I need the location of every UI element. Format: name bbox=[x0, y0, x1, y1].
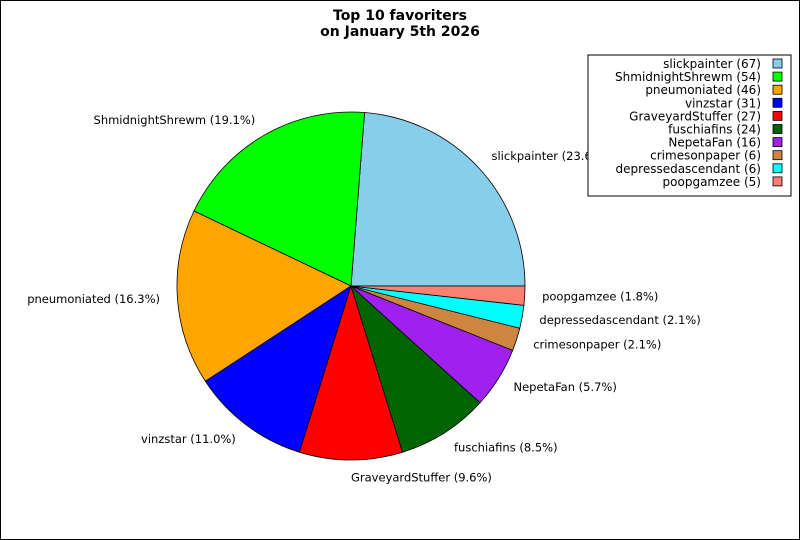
slice-label-ShmidnightShrewm: ShmidnightShrewm (19.1%) bbox=[94, 113, 256, 127]
legend-label-pneumoniated: pneumoniated (46) bbox=[645, 83, 761, 97]
legend-swatch-GraveyardStuffer bbox=[772, 111, 783, 121]
legend-swatch-NepetaFan bbox=[772, 137, 783, 148]
pie-slice-vinzstar bbox=[204, 285, 352, 453]
slice-label-GraveyardStuffer: GraveyardStuffer (9.6%) bbox=[351, 470, 492, 484]
slice-label-poopgamzee: poopgamzee (1.8%) bbox=[542, 290, 658, 304]
pie-slice-fuschiafins bbox=[350, 284, 481, 453]
legend-label-GraveyardStuffer: GraveyardStuffer (27) bbox=[629, 109, 761, 123]
legend-swatch-ShmidnightShrewm bbox=[772, 71, 783, 82]
chart-title-line-2: on January 5th 2026 bbox=[320, 24, 480, 40]
slice-label-vinzstar: vinzstar (11.0%) bbox=[141, 432, 236, 446]
legend-swatch-vinzstar bbox=[772, 97, 783, 108]
legend-label-vinzstar: vinzstar (31) bbox=[685, 96, 761, 110]
legend-label-crimesonpaper: crimesonpaper (6) bbox=[650, 149, 761, 163]
chart-title-line-1: Top 10 favoriters bbox=[333, 8, 467, 24]
pie-slice-ShmidnightShrewm bbox=[193, 111, 365, 287]
legend: slickpainter (67)ShmidnightShrewm (54)pn… bbox=[587, 54, 792, 197]
legend-label-poopgamzee: poopgamzee (5) bbox=[663, 175, 761, 189]
legend-label-depressedascendant: depressedascendant (6) bbox=[616, 162, 761, 176]
pie-slices bbox=[176, 111, 526, 461]
slice-label-NepetaFan: NepetaFan (5.7%) bbox=[514, 380, 617, 394]
slice-label-depressedascendant: depressedascendant (2.1%) bbox=[539, 313, 700, 327]
legend-swatch-fuschiafins bbox=[772, 124, 783, 134]
legend-label-ShmidnightShrewm: ShmidnightShrewm (54) bbox=[615, 70, 761, 84]
pie-slice-pneumoniated bbox=[176, 210, 352, 382]
legend-box bbox=[587, 54, 792, 197]
legend-label-slickpainter: slickpainter (67) bbox=[663, 57, 761, 71]
pie-slice-GraveyardStuffer bbox=[298, 284, 404, 461]
slice-labels: slickpainter (23.6%) ShmidnightShrewm (19… bbox=[27, 113, 700, 484]
legend-swatch-slickpainter bbox=[772, 58, 783, 69]
pie-slice-slickpainter bbox=[350, 112, 526, 287]
legend-swatch-crimesonpaper bbox=[772, 150, 783, 161]
slice-label-crimesonpaper: crimesonpaper (2.1%) bbox=[533, 338, 661, 352]
slice-label-fuschiafins: fuschiafins (8.5%) bbox=[454, 440, 558, 454]
legend-label-fuschiafins: fuschiafins (24) bbox=[668, 123, 761, 137]
pie-slice-poopgamzee bbox=[350, 285, 526, 306]
slice-label-pneumoniated: pneumoniated (16.3%) bbox=[27, 292, 160, 306]
legend-swatch-poopgamzee bbox=[772, 176, 783, 187]
legend-swatch-depressedascendant bbox=[772, 163, 783, 174]
legend-label-NepetaFan: NepetaFan (16) bbox=[668, 136, 761, 150]
legend-swatch-pneumoniated bbox=[772, 84, 783, 95]
slice-label-slickpainter: slickpainter (23.6%) bbox=[492, 149, 608, 163]
